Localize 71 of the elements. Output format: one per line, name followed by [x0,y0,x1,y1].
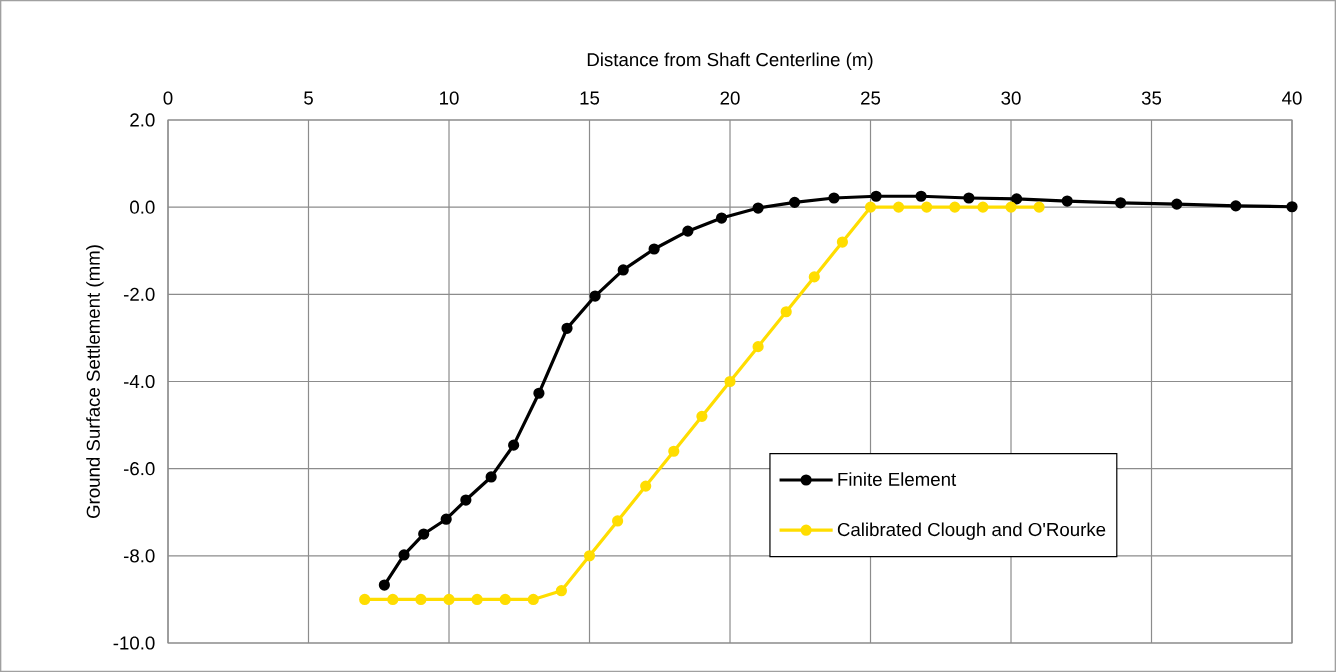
point [460,494,472,506]
point [715,212,728,224]
point [471,593,483,606]
point [1033,201,1045,213]
point [1115,197,1127,209]
point [864,201,877,213]
x-tick-label: 35 [1141,91,1162,105]
point [949,201,961,213]
point [387,593,399,606]
point [612,515,624,527]
point [915,190,927,202]
point [696,410,708,422]
x-axis-title: Distance from Shaft Centerline (m) [587,52,873,70]
point [561,322,573,334]
x-tick-label: 5 [304,91,313,105]
point [1061,195,1073,207]
point [359,593,371,606]
point [1011,193,1023,205]
y-tick-label: -2.0 [123,287,155,301]
point [836,236,848,248]
point [485,471,497,483]
point [648,243,660,255]
point [583,550,596,562]
point [418,528,430,540]
point [527,593,539,606]
point [724,375,736,388]
point [921,201,933,213]
point [780,306,792,318]
legend-label: Finite Element [838,472,957,486]
x-tick-label: 0 [163,91,173,105]
x-tick-label: 10 [440,91,459,105]
point [789,196,801,208]
y-tick-label: -10.0 [113,636,155,650]
point [443,593,455,606]
x-tick-label: 15 [580,91,600,105]
point [870,190,882,202]
x-tick-label: 25 [861,91,881,105]
point [640,480,652,492]
x-tick-label: 40 [1282,91,1302,105]
point [440,513,452,525]
y-tick-label: 2.0 [130,113,155,127]
point [808,271,820,283]
point [589,290,601,302]
point [415,593,427,606]
point [828,192,840,204]
point [1230,200,1242,212]
y-tick-label: -6.0 [123,462,155,476]
point [508,439,520,451]
point [617,264,629,276]
point [1286,201,1298,213]
point [555,585,567,597]
y-tick-label: -8.0 [123,549,155,563]
point [752,341,764,353]
y-tick-label: 0.0 [130,200,155,214]
point [963,192,975,204]
point [378,579,390,591]
y-tick-label: -4.0 [123,374,155,389]
point [682,225,694,237]
point [752,202,764,214]
point [533,387,545,399]
legend-label: Calibrated Clough and O'Rourke [837,522,1106,540]
y-axis-title: Ground Surface Settlement (mm) [86,245,104,519]
point [1005,201,1017,213]
point [499,593,511,606]
point [893,201,905,213]
point [977,201,989,213]
point [1171,198,1183,210]
x-tick-label: 30 [1001,91,1021,105]
x-tick-label: 20 [720,91,740,105]
point [668,445,680,457]
point [398,549,410,561]
